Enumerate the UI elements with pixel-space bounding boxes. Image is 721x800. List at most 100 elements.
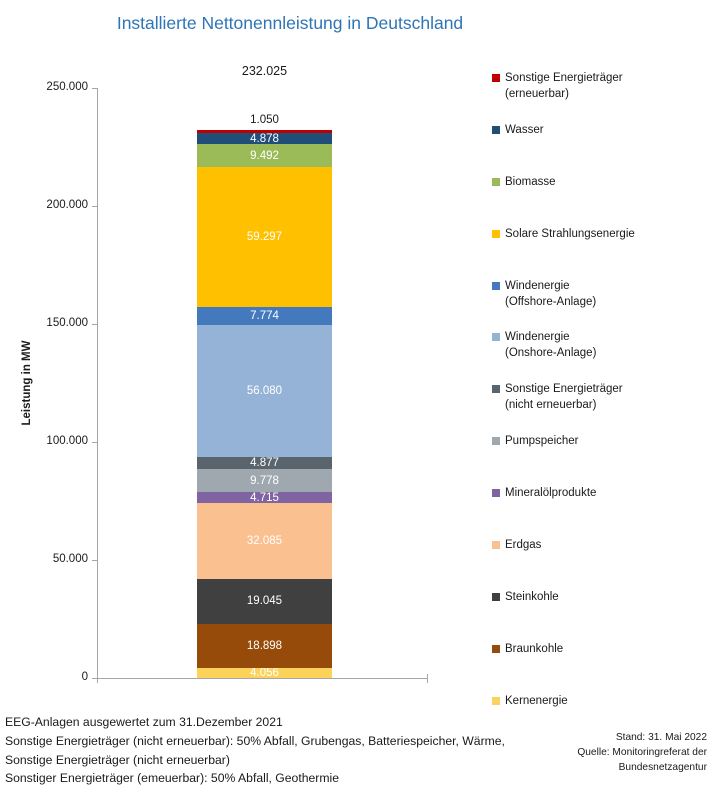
bar-segment-value-wasser: 4.878 xyxy=(250,132,279,145)
y-axis-tick-mark xyxy=(92,206,97,207)
footnotes: EEG-Anlagen ausgewertet zum 31.Dezember … xyxy=(5,713,565,788)
y-axis-tick-mark xyxy=(92,88,97,89)
y-axis-title: Leistung in MW xyxy=(21,340,33,426)
bar-segment-mineraloelprodukte xyxy=(197,492,332,504)
source-date: Stand: 31. Mai 2022 xyxy=(615,732,707,743)
legend-label: Pumpspeicher xyxy=(505,433,579,449)
plot-area: 250.000 200.000 150.000 100.000 50.000 0 4.05… xyxy=(46,81,428,683)
y-axis-tick-label: 250.000 xyxy=(46,81,88,93)
bar-segment-value-kernenergie: 4.056 xyxy=(250,667,279,680)
bar-segment-wind-onshore xyxy=(197,325,332,458)
legend-label: Windenergie (Offshore-Anlage) xyxy=(505,278,596,310)
footnote-line: Sonstige Energieträger (nicht erneuerbar… xyxy=(5,733,505,748)
legend-swatch-icon xyxy=(492,177,500,186)
legend-swatch-icon xyxy=(492,489,500,498)
total-value-label: 232.025 xyxy=(241,64,288,78)
legend-item: Windenergie (Onshore-Anlage) xyxy=(492,329,720,381)
source-name-line2: Bundesnetzagentur xyxy=(618,762,707,774)
legend-label-line: Solare Strahlungsenergie xyxy=(505,227,635,240)
y-axis-tick-label: 0 xyxy=(81,671,88,683)
y-axis-tick-label: 150.000 xyxy=(46,317,88,329)
legend-label: Steinkohle xyxy=(505,589,559,605)
bar-segment-biomasse xyxy=(197,144,332,167)
legend-swatch-icon xyxy=(492,125,500,134)
legend-label-line: Wasser xyxy=(505,123,544,136)
legend-label: Sonstige Energieträger (nicht erneuerbar) xyxy=(505,381,623,413)
bar-segment-steinkohle xyxy=(197,578,332,624)
source-note: Stand: 31. Mai 2022 Quelle: Monitoringre… xyxy=(487,730,707,776)
stacked-bar: 4.056 18.898 19.045 32.085 4.715 9.778 4.877 56… xyxy=(197,88,332,680)
y-axis-line xyxy=(97,88,98,683)
y-axis-tick-label: 100.000 xyxy=(46,435,88,447)
bar-segment-value-pumpspeicher: 9.778 xyxy=(250,474,279,487)
source-name-line1: Quelle: Monitoringreferat der xyxy=(577,747,707,759)
bar-segment-value-braunkohle: 18.898 xyxy=(246,640,283,653)
legend-label-line: Mineralölprodukte xyxy=(505,487,597,500)
legend-label-line: Windenergie xyxy=(505,279,570,292)
legend-swatch-icon xyxy=(492,696,500,705)
bar-segment-sonstige-nicht-erneuerbar xyxy=(197,457,332,469)
bar-segment-kernenergie xyxy=(197,668,332,678)
legend-label-line: (Onshore-Anlage) xyxy=(505,347,597,360)
bar-segment-wind-offshore xyxy=(197,306,332,326)
legend-item: Steinkohle xyxy=(492,589,720,641)
y-axis-tick-mark xyxy=(92,560,97,561)
legend-swatch-icon xyxy=(492,592,500,601)
legend-label: Biomasse xyxy=(505,174,556,190)
legend-item: Solare Strahlungsenergie xyxy=(492,226,720,278)
bar-segment-pumpspeicher xyxy=(197,468,332,493)
bar-segment-value-sonstige-nicht-erneuerbar: 4.877 xyxy=(250,457,279,470)
legend-label: Windenergie (Onshore-Anlage) xyxy=(505,329,596,361)
legend-item: Sonstige Energieträger (erneuerbar) xyxy=(492,70,720,122)
bar-segment-value-wind-onshore: 56.080 xyxy=(246,385,283,398)
y-axis-tick-label: 50.000 xyxy=(52,553,88,565)
legend-swatch-icon xyxy=(492,333,500,342)
bar-segment-value-steinkohle: 19.045 xyxy=(246,595,283,608)
legend-item: Pumpspeicher xyxy=(492,433,720,485)
bar-segment-value-solare-strahlungsenergie: 59.297 xyxy=(246,230,283,243)
legend-item: Biomasse xyxy=(492,174,720,226)
legend-swatch-icon xyxy=(492,74,500,82)
bar-segment-value-wind-offshore: 7.774 xyxy=(250,309,279,322)
legend-swatch-icon xyxy=(492,437,500,446)
y-axis-tick-mark xyxy=(92,324,97,325)
bar-segment-value-mineraloelprodukte: 4.715 xyxy=(250,491,279,504)
legend-label: Sonstige Energieträger (erneuerbar) xyxy=(505,70,623,102)
legend-label: Solare Strahlungsenergie xyxy=(505,226,635,242)
legend-swatch-icon xyxy=(492,644,500,653)
bar-segment-braunkohle xyxy=(197,623,332,669)
legend-item: Kernenergie xyxy=(492,693,720,745)
legend-label: Erdgas xyxy=(505,537,541,553)
y-axis-tick-label: 200.000 xyxy=(46,199,88,211)
legend-swatch-icon xyxy=(492,281,500,290)
x-axis-end-tick xyxy=(427,674,428,683)
legend-label-line: Erdgas xyxy=(505,539,542,552)
bar-segment-value-sonstige-erneuerbar: 1.050 xyxy=(250,114,279,127)
legend-label-line: (Offshore-Anlage) xyxy=(505,295,597,308)
chart-title: Installierte Nettonennleistung in Deutsc… xyxy=(116,13,464,33)
bar-segment-value-erdgas: 32.085 xyxy=(246,535,283,548)
legend-label-line: (nicht erneuerbar) xyxy=(505,399,597,412)
legend-label-line: (erneuerbar) xyxy=(505,88,569,100)
legend: Sonstige Energieträger (erneuerbar) Wasser… xyxy=(492,70,720,745)
legend-label-line: Steinkohle xyxy=(505,590,559,603)
legend-label: Mineralölprodukte xyxy=(505,485,596,501)
legend-item: Wasser xyxy=(492,122,720,174)
legend-item: Windenergie (Offshore-Anlage) xyxy=(492,278,720,330)
legend-item: Erdgas xyxy=(492,537,720,589)
legend-label-line: Braunkohle xyxy=(505,642,564,655)
legend-label: Kernenergie xyxy=(505,693,568,709)
footnote-line: Sonstiger Energieträger (emeuerbar): 50%… xyxy=(5,771,339,786)
legend-label-line: Windenergie xyxy=(505,331,570,344)
x-axis-line xyxy=(97,678,428,679)
legend-label-line: Sonstige Energieträger xyxy=(505,383,623,396)
footnote-line: Sonstige Energieträger (nicht erneuerbar… xyxy=(5,752,230,767)
legend-label-line: Sonstige Energieträger xyxy=(505,72,623,84)
legend-label-line: Pumpspeicher xyxy=(505,435,579,448)
legend-label-line: Biomasse xyxy=(505,175,556,188)
legend-item: Mineralölprodukte xyxy=(492,485,720,537)
legend-swatch-icon xyxy=(492,229,500,238)
y-axis-tick-mark xyxy=(92,678,97,679)
legend-item: Braunkohle xyxy=(492,641,720,693)
legend-swatch-icon xyxy=(492,385,500,394)
